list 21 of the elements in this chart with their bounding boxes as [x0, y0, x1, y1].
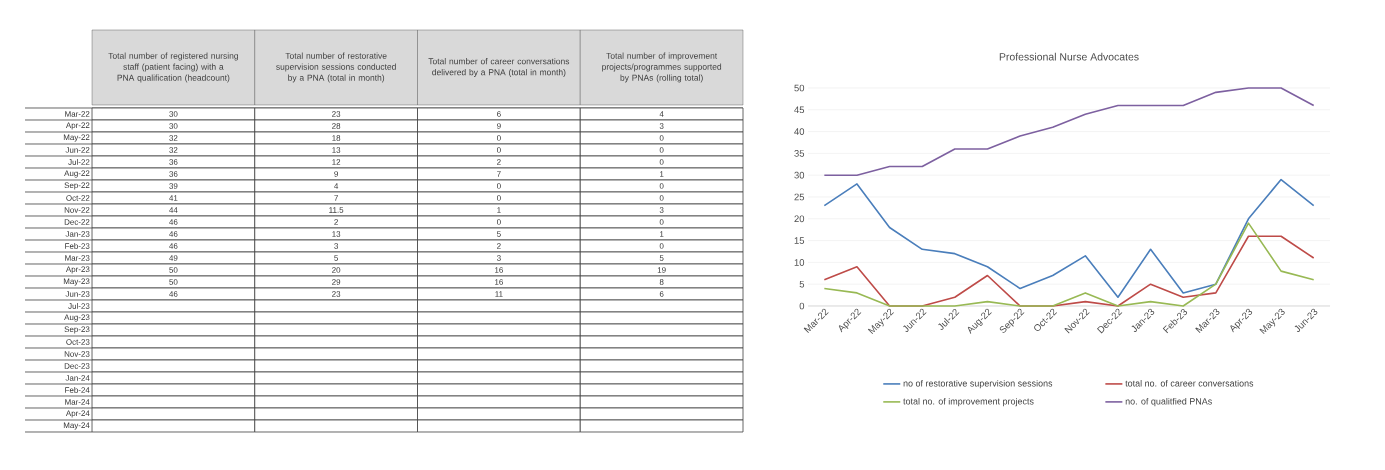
- x-tick-label: Total number of career conversations delivered by a PNA (total in month): [428, 58, 570, 77]
- legend-label: total no. of improvement projects: [903, 397, 1034, 407]
- y-tick-label: 0: [799, 302, 805, 310]
- y-tick-label: 15: [794, 237, 805, 244]
- x-tick-label: Total number of improvement projects/programmes supported by PNAs (rolling total): [602, 52, 722, 83]
- line-series: [823, 178, 1315, 299]
- y-tick-label: 30: [794, 171, 805, 179]
- x-tick-label: Total number of restorative supervision sessions conducted by a PNA (total in month): [276, 52, 396, 83]
- y-tick-label: 45: [794, 106, 805, 114]
- y-tick-label: 50: [794, 84, 805, 92]
- y-tick-label: 10: [794, 259, 805, 266]
- y-tick-label: 35: [794, 150, 805, 157]
- y-tick-label: 40: [794, 128, 805, 135]
- x-tick-label: Total number of registered nursing staff (patient facing) with a PNA qualification (headcount): [108, 52, 239, 83]
- chart-title: Professional Nurse Advocates: [999, 52, 1139, 61]
- y-tick-label: 20: [794, 215, 805, 223]
- y-tick-label: 25: [794, 193, 805, 201]
- legend-label: total no. of career conversations: [1125, 379, 1254, 387]
- y-tick-label: 5: [799, 280, 805, 288]
- legend-label: no of restorative supervision sessions: [903, 379, 1053, 389]
- legend-label: no. of qualitfied PNAs: [1125, 397, 1212, 407]
